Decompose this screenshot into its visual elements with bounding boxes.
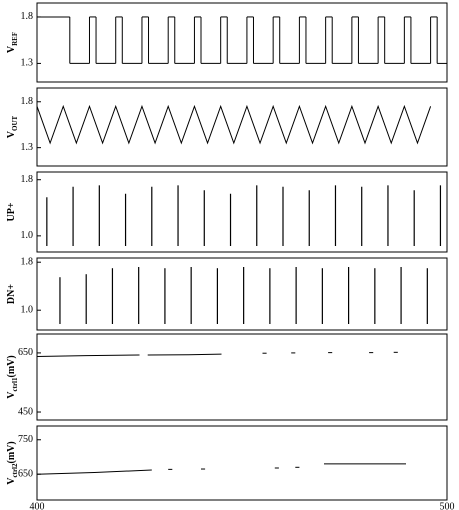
- line: [36, 354, 140, 357]
- y-axis-label: VREF: [6, 32, 18, 53]
- y-axis-label-part: REF: [11, 32, 19, 46]
- y-axis-label-part: ctrl1: [11, 377, 19, 391]
- x-tick-label: 500: [440, 501, 455, 510]
- panel-frame: [36, 257, 448, 331]
- y-axis-label: Vctrl1(mV): [6, 355, 18, 398]
- y-tick-label: 1.8: [21, 256, 34, 267]
- y-tick-label: 1.8: [21, 96, 34, 107]
- y-axis-label-part: OUT: [11, 115, 19, 131]
- y-axis-label-part: DN+: [6, 284, 17, 304]
- y-axis-label: Vctrl2(mV): [6, 441, 18, 484]
- line: [147, 353, 222, 356]
- y-tick-label: 1.8: [21, 174, 34, 185]
- y-axis-label-part: UP+: [6, 202, 17, 221]
- y-axis-label: UP+: [6, 202, 17, 221]
- y-tick-label: 650: [18, 468, 33, 479]
- y-tick-label: 1.8: [21, 11, 34, 22]
- panel-frame: [36, 425, 448, 501]
- y-axis-label-part: (mV): [6, 355, 17, 377]
- y-axis-label-part: (mV): [6, 441, 17, 463]
- panel-frame: [36, 171, 448, 253]
- y-tick-label: 1.0: [21, 230, 34, 241]
- y-tick-label: 1.3: [21, 142, 34, 153]
- panel-frame: [36, 2, 448, 83]
- y-tick-label: 1.0: [21, 304, 34, 315]
- x-tick-label: 400: [30, 501, 45, 510]
- y-axis-label-part: V: [6, 45, 17, 53]
- line: [36, 104, 432, 145]
- y-tick-label: 650: [18, 347, 33, 358]
- y-axis-label-part: V: [6, 130, 17, 138]
- y-axis-label-part: V: [6, 477, 17, 485]
- y-tick-label: 1.3: [21, 58, 34, 69]
- y-axis-label-part: V: [6, 391, 17, 399]
- y-tick-label: 750: [18, 434, 33, 445]
- y-tick-label: 450: [18, 406, 33, 417]
- y-axis-label: DN+: [6, 284, 17, 304]
- panel-frame: [36, 87, 448, 167]
- line: [36, 469, 152, 475]
- y-axis-label: VOUT: [6, 115, 18, 138]
- panel-frame: [36, 333, 448, 421]
- y-axis-label-part: ctrl2: [11, 463, 19, 477]
